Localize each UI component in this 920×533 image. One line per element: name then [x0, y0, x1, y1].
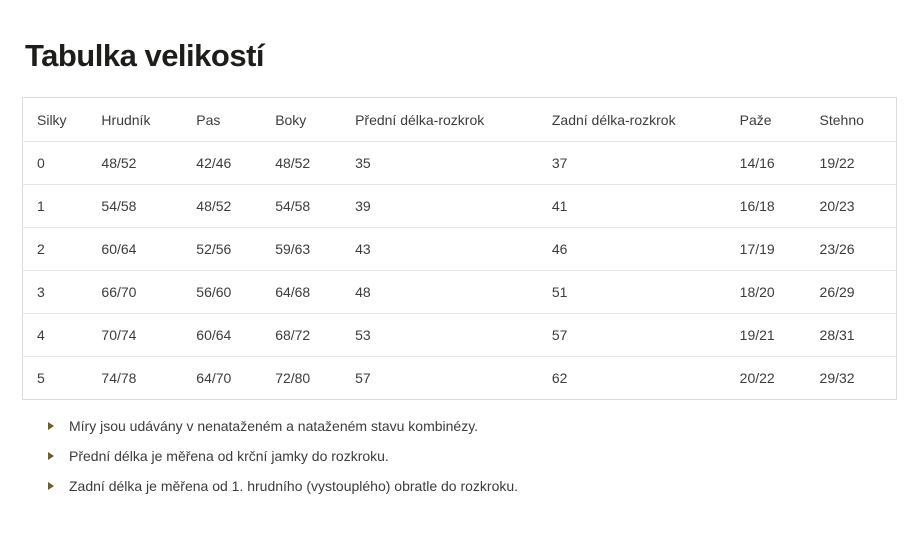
table-cell: 74/78 — [87, 356, 183, 400]
column-header: Pas — [196, 111, 221, 128]
table-row: 0 48/52 42/46 48/52 35 37 14/16 19/22 — [22, 141, 897, 185]
note-item: Přední délka je měřena od krční jamky do… — [48, 448, 518, 464]
table-cell: 48/52 — [87, 141, 183, 185]
table-cell: 48/52 — [182, 184, 262, 228]
page-title: Tabulka velikostí — [25, 38, 265, 73]
table-cell: 29/32 — [805, 356, 897, 400]
size-table-head: Silky Hrudník Pas Boky Přední délka-rozkrok Z… — [23, 98, 897, 142]
table-row: 1 54/58 48/52 54/58 39 41 16/18 20/23 — [22, 184, 897, 228]
table-cell: 5 — [22, 356, 88, 400]
table-cell: 19/22 — [805, 141, 897, 185]
table-row: 3 66/70 56/60 64/68 48 51 18/20 26/29 — [22, 270, 897, 314]
column-header: Stehno — [819, 111, 864, 128]
table-cell: 18/20 — [725, 270, 806, 314]
table-cell: 35 — [341, 141, 538, 185]
triangle-right-icon — [48, 482, 54, 490]
note-item-text: Přední délka je měřena od krční jamky do… — [69, 448, 389, 464]
column-header: Hrudník — [101, 111, 151, 128]
table-cell: 16/18 — [725, 184, 806, 228]
column-header: Silky — [37, 111, 67, 128]
table-cell: 20/23 — [805, 184, 897, 228]
table-cell: 37 — [537, 141, 726, 185]
note-item-text: Zadní délka je měřena od 1. hrudního (vy… — [69, 478, 519, 494]
table-cell: 66/70 — [87, 270, 183, 314]
table-cell: 17/19 — [725, 227, 806, 271]
header-row: Silky Hrudník Pas Boky Přední délka-rozkrok Z… — [23, 98, 897, 142]
table-cell: 64/70 — [182, 356, 262, 400]
note-item: Míry jsou udávány v nenataženém a nataže… — [48, 418, 518, 434]
table-cell: 20/22 — [725, 356, 806, 400]
triangle-right-icon — [48, 452, 54, 460]
table-cell: 28/31 — [805, 313, 897, 357]
table-cell: 59/63 — [261, 227, 342, 271]
table-cell: 64/68 — [261, 270, 342, 314]
table-cell: 53 — [341, 313, 538, 357]
table-cell: 4 — [22, 313, 88, 357]
table-cell: 1 — [22, 184, 88, 228]
table-cell: 2 — [22, 227, 88, 271]
table-cell: 62 — [537, 356, 726, 400]
table-cell: 70/74 — [87, 313, 183, 357]
table-cell: 41 — [537, 184, 726, 228]
column-header: Zadní délka-rozkrok — [551, 111, 676, 128]
table-cell: 43 — [341, 227, 538, 271]
column-header: Paže — [739, 111, 772, 128]
size-table: Silky Hrudník Pas Boky Přední délka-rozkrok Z… — [22, 97, 897, 400]
note-item-text: Míry jsou udávány v nenataženém a nataže… — [69, 418, 479, 434]
table-cell: 14/16 — [725, 141, 806, 185]
table-cell: 54/58 — [87, 184, 183, 228]
table-cell: 48/52 — [261, 141, 342, 185]
table-cell: 72/80 — [261, 356, 342, 400]
table-cell: 48 — [341, 270, 538, 314]
table-cell: 57 — [341, 356, 538, 400]
column-header: Přední délka-rozkrok — [355, 111, 485, 128]
notes-list: Míry jsou udávány v nenataženém a nataže… — [48, 418, 518, 508]
table-cell: 60/64 — [182, 313, 262, 357]
table-cell: 57 — [537, 313, 726, 357]
triangle-right-icon — [48, 422, 54, 430]
table-cell: 0 — [22, 141, 88, 185]
table-cell: 46 — [537, 227, 726, 271]
table-cell: 23/26 — [805, 227, 897, 271]
table-row: 2 60/64 52/56 59/63 43 46 17/19 23/26 — [22, 227, 897, 271]
table-cell: 56/60 — [182, 270, 262, 314]
table-cell: 51 — [537, 270, 726, 314]
table-row: 5 74/78 64/70 72/80 57 62 20/22 29/32 — [22, 356, 897, 400]
table-cell: 26/29 — [805, 270, 897, 314]
table-cell: 3 — [22, 270, 88, 314]
table-cell: 19/21 — [725, 313, 806, 357]
note-item: Zadní délka je měřena od 1. hrudního (vy… — [48, 478, 518, 494]
table-cell: 54/58 — [261, 184, 342, 228]
table-cell: 52/56 — [182, 227, 262, 271]
table-cell: 39 — [341, 184, 538, 228]
table-cell: 60/64 — [87, 227, 183, 271]
size-table-body: 0 48/52 42/46 48/52 35 37 14/16 19/22 1 54/58 48/5… — [22, 141, 897, 400]
table-cell: 42/46 — [182, 141, 262, 185]
column-header: Boky — [275, 111, 307, 128]
table-row: 4 70/74 60/64 68/72 53 57 19/21 28/31 — [22, 313, 897, 357]
table-cell: 68/72 — [261, 313, 342, 357]
